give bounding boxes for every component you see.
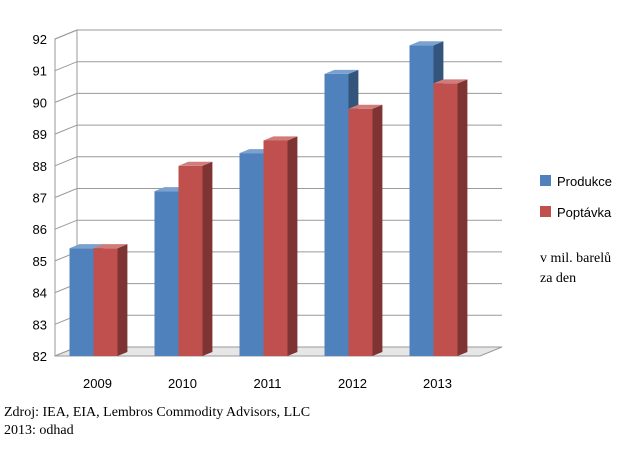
bar-poptávka-2010 — [178, 161, 213, 356]
gridline — [54, 61, 502, 72]
y-tick-label: 88 — [33, 159, 47, 174]
x-tick-label: 2011 — [254, 376, 282, 391]
bar-poptávka-2012 — [348, 104, 383, 357]
source-note: Zdroj: IEA, EIA, Lembros Commodity Advis… — [4, 405, 311, 420]
legend-swatch — [540, 206, 551, 217]
y-tick-label: 90 — [33, 95, 47, 110]
legend-label: Poptávka — [557, 205, 612, 220]
x-tick-label: 2012 — [338, 376, 367, 391]
x-tick-label: 2010 — [168, 376, 197, 391]
x-axis-ticks: 2009 2010 2011 2012 2013 — [83, 376, 452, 391]
x-tick-label: 2013 — [423, 376, 452, 391]
gridline — [54, 92, 502, 103]
legend-item-poptávka: Poptávka — [540, 205, 612, 220]
bar-poptávka-2013 — [433, 79, 468, 356]
legend: Produkce Poptávka — [540, 174, 612, 220]
gridline — [54, 29, 502, 40]
legend-label: Produkce — [557, 174, 612, 189]
legend-swatch — [540, 175, 551, 186]
y-tick-label: 91 — [33, 64, 47, 79]
y-axis-ticks: 82 83 84 85 86 87 88 89 90 91 92 — [33, 32, 47, 364]
y-tick-label: 87 — [33, 191, 47, 206]
bars — [69, 41, 468, 357]
y-tick-label: 89 — [33, 127, 47, 142]
legend-item-produkce: Produkce — [540, 174, 612, 189]
bar-poptávka-2011 — [263, 136, 298, 356]
y-tick-label: 84 — [33, 286, 47, 301]
bar-poptávka-2009 — [93, 244, 128, 356]
y-tick-label: 85 — [33, 254, 47, 269]
x-tick-label: 2009 — [83, 376, 112, 391]
y-tick-label: 83 — [33, 317, 47, 332]
estimate-note: 2013: odhad — [4, 423, 74, 438]
unit-note-line-2: za den — [540, 271, 576, 286]
y-tick-label: 82 — [33, 349, 47, 364]
y-tick-label: 86 — [33, 222, 47, 237]
unit-note-line-1: v mil. barelů — [540, 251, 611, 266]
y-tick-label: 92 — [33, 32, 47, 47]
